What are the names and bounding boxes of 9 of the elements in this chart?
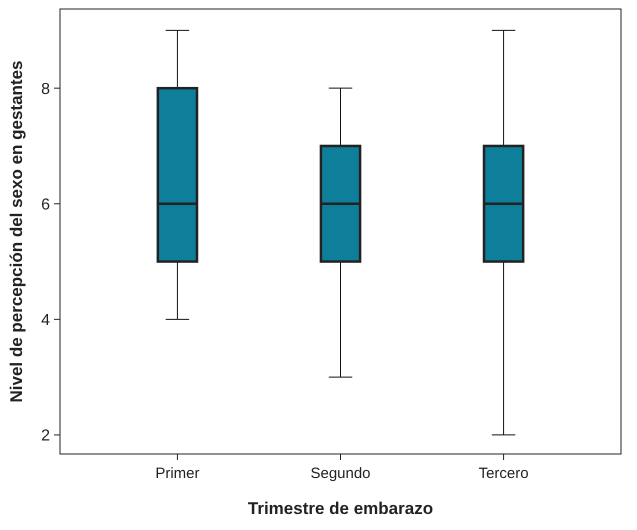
- y-tick-label: 4: [41, 312, 50, 329]
- y-tick-label: 8: [41, 80, 50, 98]
- y-tick-label: 6: [41, 196, 50, 214]
- y-axis-title: Nivel de percepción del sexo en gestantes: [7, 60, 26, 403]
- x-tick-label: Primer: [155, 465, 200, 482]
- y-tick-label: 2: [41, 428, 50, 445]
- x-tick-label: Segundo: [310, 465, 371, 482]
- x-tick-label: Tercero: [478, 465, 529, 482]
- x-axis-title: Trimestre de embarazo: [248, 499, 434, 518]
